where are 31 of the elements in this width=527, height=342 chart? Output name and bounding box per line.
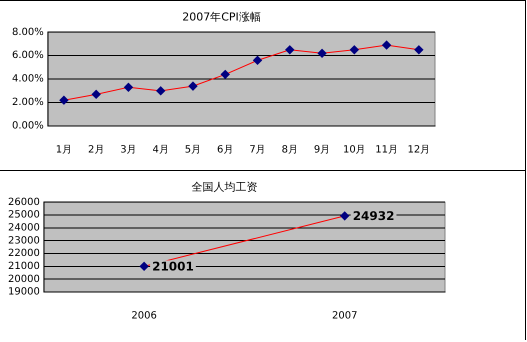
data-label: 24932 — [352, 209, 394, 224]
y-tick-label: 25000 — [8, 210, 40, 221]
x-tick-label: 3月 — [120, 144, 137, 156]
y-tick-label: 23000 — [8, 235, 40, 246]
chart-title: 全国人均工资 — [192, 180, 258, 194]
y-tick-label: 22000 — [8, 248, 40, 260]
x-tick-label: 8月 — [282, 144, 298, 156]
y-tick-label: 0.00% — [12, 120, 44, 132]
x-tick-label: 1月 — [56, 144, 72, 156]
x-tick-label: 10月 — [342, 144, 366, 156]
x-tick-label: 7月 — [249, 144, 266, 156]
x-tick-label: 4月 — [152, 144, 169, 156]
x-tick-label: 11月 — [375, 144, 398, 156]
x-tick-label: 2月 — [88, 144, 104, 156]
x-tick-label: 12月 — [408, 144, 430, 156]
x-tick-label: 2006 — [131, 310, 157, 322]
x-tick-label: 2007 — [332, 310, 358, 322]
y-tick-label: 2.00% — [12, 97, 44, 108]
y-tick-label: 20000 — [8, 274, 40, 285]
y-tick-label: 21000 — [8, 260, 40, 272]
x-tick-label: 5月 — [184, 144, 202, 156]
y-tick-label: 6.00% — [12, 50, 44, 62]
x-tick-label: 6月 — [217, 144, 234, 156]
x-tick-label: 9月 — [314, 144, 330, 156]
data-label: 21001 — [152, 259, 194, 274]
y-tick-label: 24000 — [8, 222, 40, 234]
y-tick-label: 26000 — [8, 196, 40, 208]
y-tick-label: 8.00% — [12, 26, 44, 38]
y-tick-label: 19000 — [8, 286, 40, 298]
y-tick-label: 4.00% — [12, 74, 44, 85]
chart-title: 2007年CPI涨幅 — [182, 10, 261, 24]
